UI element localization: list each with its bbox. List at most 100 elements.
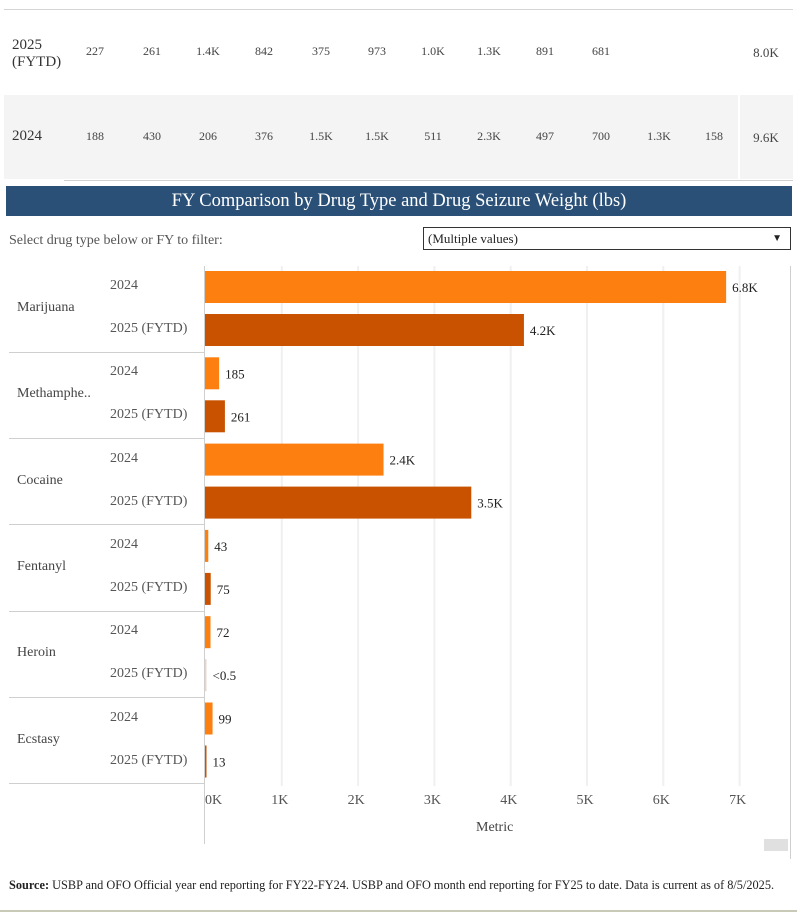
x-tick-label: 6K [652, 793, 670, 808]
x-tick-label: 4K [500, 793, 518, 808]
table-cell[interactable]: 206 [199, 129, 217, 143]
group-divider [9, 697, 204, 698]
bar[interactable] [205, 486, 472, 519]
scrollbar-thumb[interactable] [764, 839, 788, 851]
data-label: 2.4K [390, 453, 416, 468]
x-tick-label: 2K [347, 793, 365, 808]
source-note: Source: USBP and OFO Official year end r… [9, 877, 789, 893]
bar[interactable] [205, 443, 384, 476]
bar[interactable] [205, 616, 211, 649]
dropdown-arrow-icon[interactable]: ▼ [772, 233, 782, 244]
data-label: 4.2K [530, 323, 556, 338]
table-cell[interactable]: 1.0K [421, 44, 445, 58]
category-label[interactable]: Cocaine [17, 472, 63, 488]
table-cell[interactable]: 1.5K [365, 129, 389, 143]
data-label: 6.8K [732, 280, 758, 295]
x-tick-label: 3K [423, 793, 442, 808]
bar[interactable] [205, 400, 225, 433]
data-label: 99 [219, 712, 232, 727]
row-label: 2025 (FYTD) [12, 37, 62, 70]
axis-separator [204, 266, 205, 844]
bar[interactable] [205, 702, 213, 735]
fy-label[interactable]: 2024 [110, 623, 138, 639]
category-label[interactable]: Ecstasy [17, 731, 60, 747]
bar[interactable] [205, 271, 727, 303]
dropdown-selected-value: (Multiple values) [428, 231, 518, 246]
bar-chart: 6.8K 4.2K 185 261 2.4K 3.5K 43 75 72 <0.5 99 13 [205, 266, 758, 786]
bar[interactable] [205, 572, 211, 605]
data-label: 261 [231, 409, 251, 424]
table-cell[interactable]: 700 [592, 129, 610, 143]
x-tick-label: 1K [271, 793, 289, 808]
table-cell[interactable]: 188 [86, 129, 104, 143]
bar[interactable] [205, 357, 220, 390]
group-divider [9, 351, 204, 353]
bar[interactable] [205, 529, 209, 562]
row-total: 9.6K [753, 130, 779, 145]
table-cell[interactable]: 511 [424, 129, 442, 143]
table-cell[interactable]: 1.3K [477, 44, 501, 58]
x-tick-label: 7K [729, 793, 747, 808]
fy-label[interactable]: 2024 [110, 278, 138, 293]
table-cell[interactable]: 158 [705, 129, 723, 143]
fy-label[interactable]: 2024 [110, 364, 138, 380]
category-label[interactable]: Heroin [17, 645, 56, 661]
filter-label: Select drug type below or FY to filter: [9, 233, 223, 248]
bar[interactable] [205, 659, 207, 692]
table-cell[interactable]: 842 [255, 44, 273, 58]
table-row-2024[interactable]: 2024 9.6K 188 430 206 376 1.5K 1.5K 511 2.3K 497… [4, 95, 793, 179]
data-label: 72 [216, 625, 229, 640]
data-label: 185 [225, 366, 245, 381]
fy-label[interactable]: 2025 (FYTD) [110, 407, 188, 423]
table-cell[interactable]: 430 [143, 129, 161, 143]
source-text: USBP and OFO Official year end reporting… [49, 878, 775, 892]
table-cell[interactable]: 891 [536, 44, 554, 58]
category-label[interactable]: Fentanyl [17, 558, 66, 574]
table-cell[interactable]: 497 [536, 129, 554, 143]
table-row-2025[interactable]: 2025 (FYTD) 8.0K 227 261 1.4K 842 375 973 1.0K… [4, 10, 793, 94]
category-label[interactable]: Methamphe.. [17, 386, 91, 402]
x-axis-label: Metric [476, 820, 514, 835]
chart-right-border [790, 266, 791, 859]
table-cell[interactable]: 1.4K [196, 44, 220, 58]
bottom-border [0, 910, 797, 912]
data-label: 43 [214, 539, 227, 554]
table-cell[interactable]: 227 [86, 44, 104, 58]
fy-label[interactable]: 2024 [110, 450, 138, 466]
data-label: 13 [213, 755, 226, 770]
data-label: <0.5 [213, 668, 237, 683]
group-divider [9, 610, 204, 612]
source-label: Source: [9, 878, 50, 892]
fy-label[interactable]: 2025 (FYTD) [110, 752, 188, 768]
table-cell[interactable]: 1.3K [647, 129, 671, 143]
table-cell[interactable]: 1.5K [309, 129, 333, 143]
group-divider [9, 783, 204, 785]
table-cell[interactable]: 376 [255, 129, 273, 143]
table-cell[interactable]: 681 [592, 44, 610, 58]
data-label: 75 [217, 582, 230, 597]
table-cell[interactable]: 261 [143, 44, 161, 58]
table-bottom-border [64, 180, 793, 181]
bar[interactable] [205, 314, 524, 346]
table-top-border [4, 9, 793, 10]
fy-label[interactable]: 2025 (FYTD) [110, 321, 188, 336]
group-divider [9, 524, 204, 526]
data-label: 3.5K [477, 496, 503, 511]
bar[interactable] [205, 745, 207, 778]
fy-label[interactable]: 2025 (FYTD) [110, 579, 188, 595]
chart-title-banner: FY Comparison by Drug Type and Drug Seiz… [6, 186, 792, 216]
fy-label[interactable]: 2024 [110, 536, 138, 552]
x-tick-label: 5K [576, 793, 594, 808]
total-column-separator [738, 95, 740, 180]
table-cell[interactable]: 973 [368, 44, 386, 58]
table-cell[interactable]: 375 [312, 44, 330, 58]
fy-label[interactable]: 2024 [110, 709, 138, 725]
category-label[interactable]: Marijuana [17, 300, 75, 315]
fy-label[interactable]: 2025 (FYTD) [110, 493, 188, 509]
row-label: 2024 [12, 128, 42, 144]
group-divider [9, 438, 204, 440]
table-cell[interactable]: 2.3K [477, 129, 501, 143]
fy-label[interactable]: 2025 (FYTD) [110, 666, 188, 682]
row-total: 8.0K [753, 45, 779, 60]
drug-type-filter-dropdown[interactable]: (Multiple values) ▼ [423, 227, 791, 250]
